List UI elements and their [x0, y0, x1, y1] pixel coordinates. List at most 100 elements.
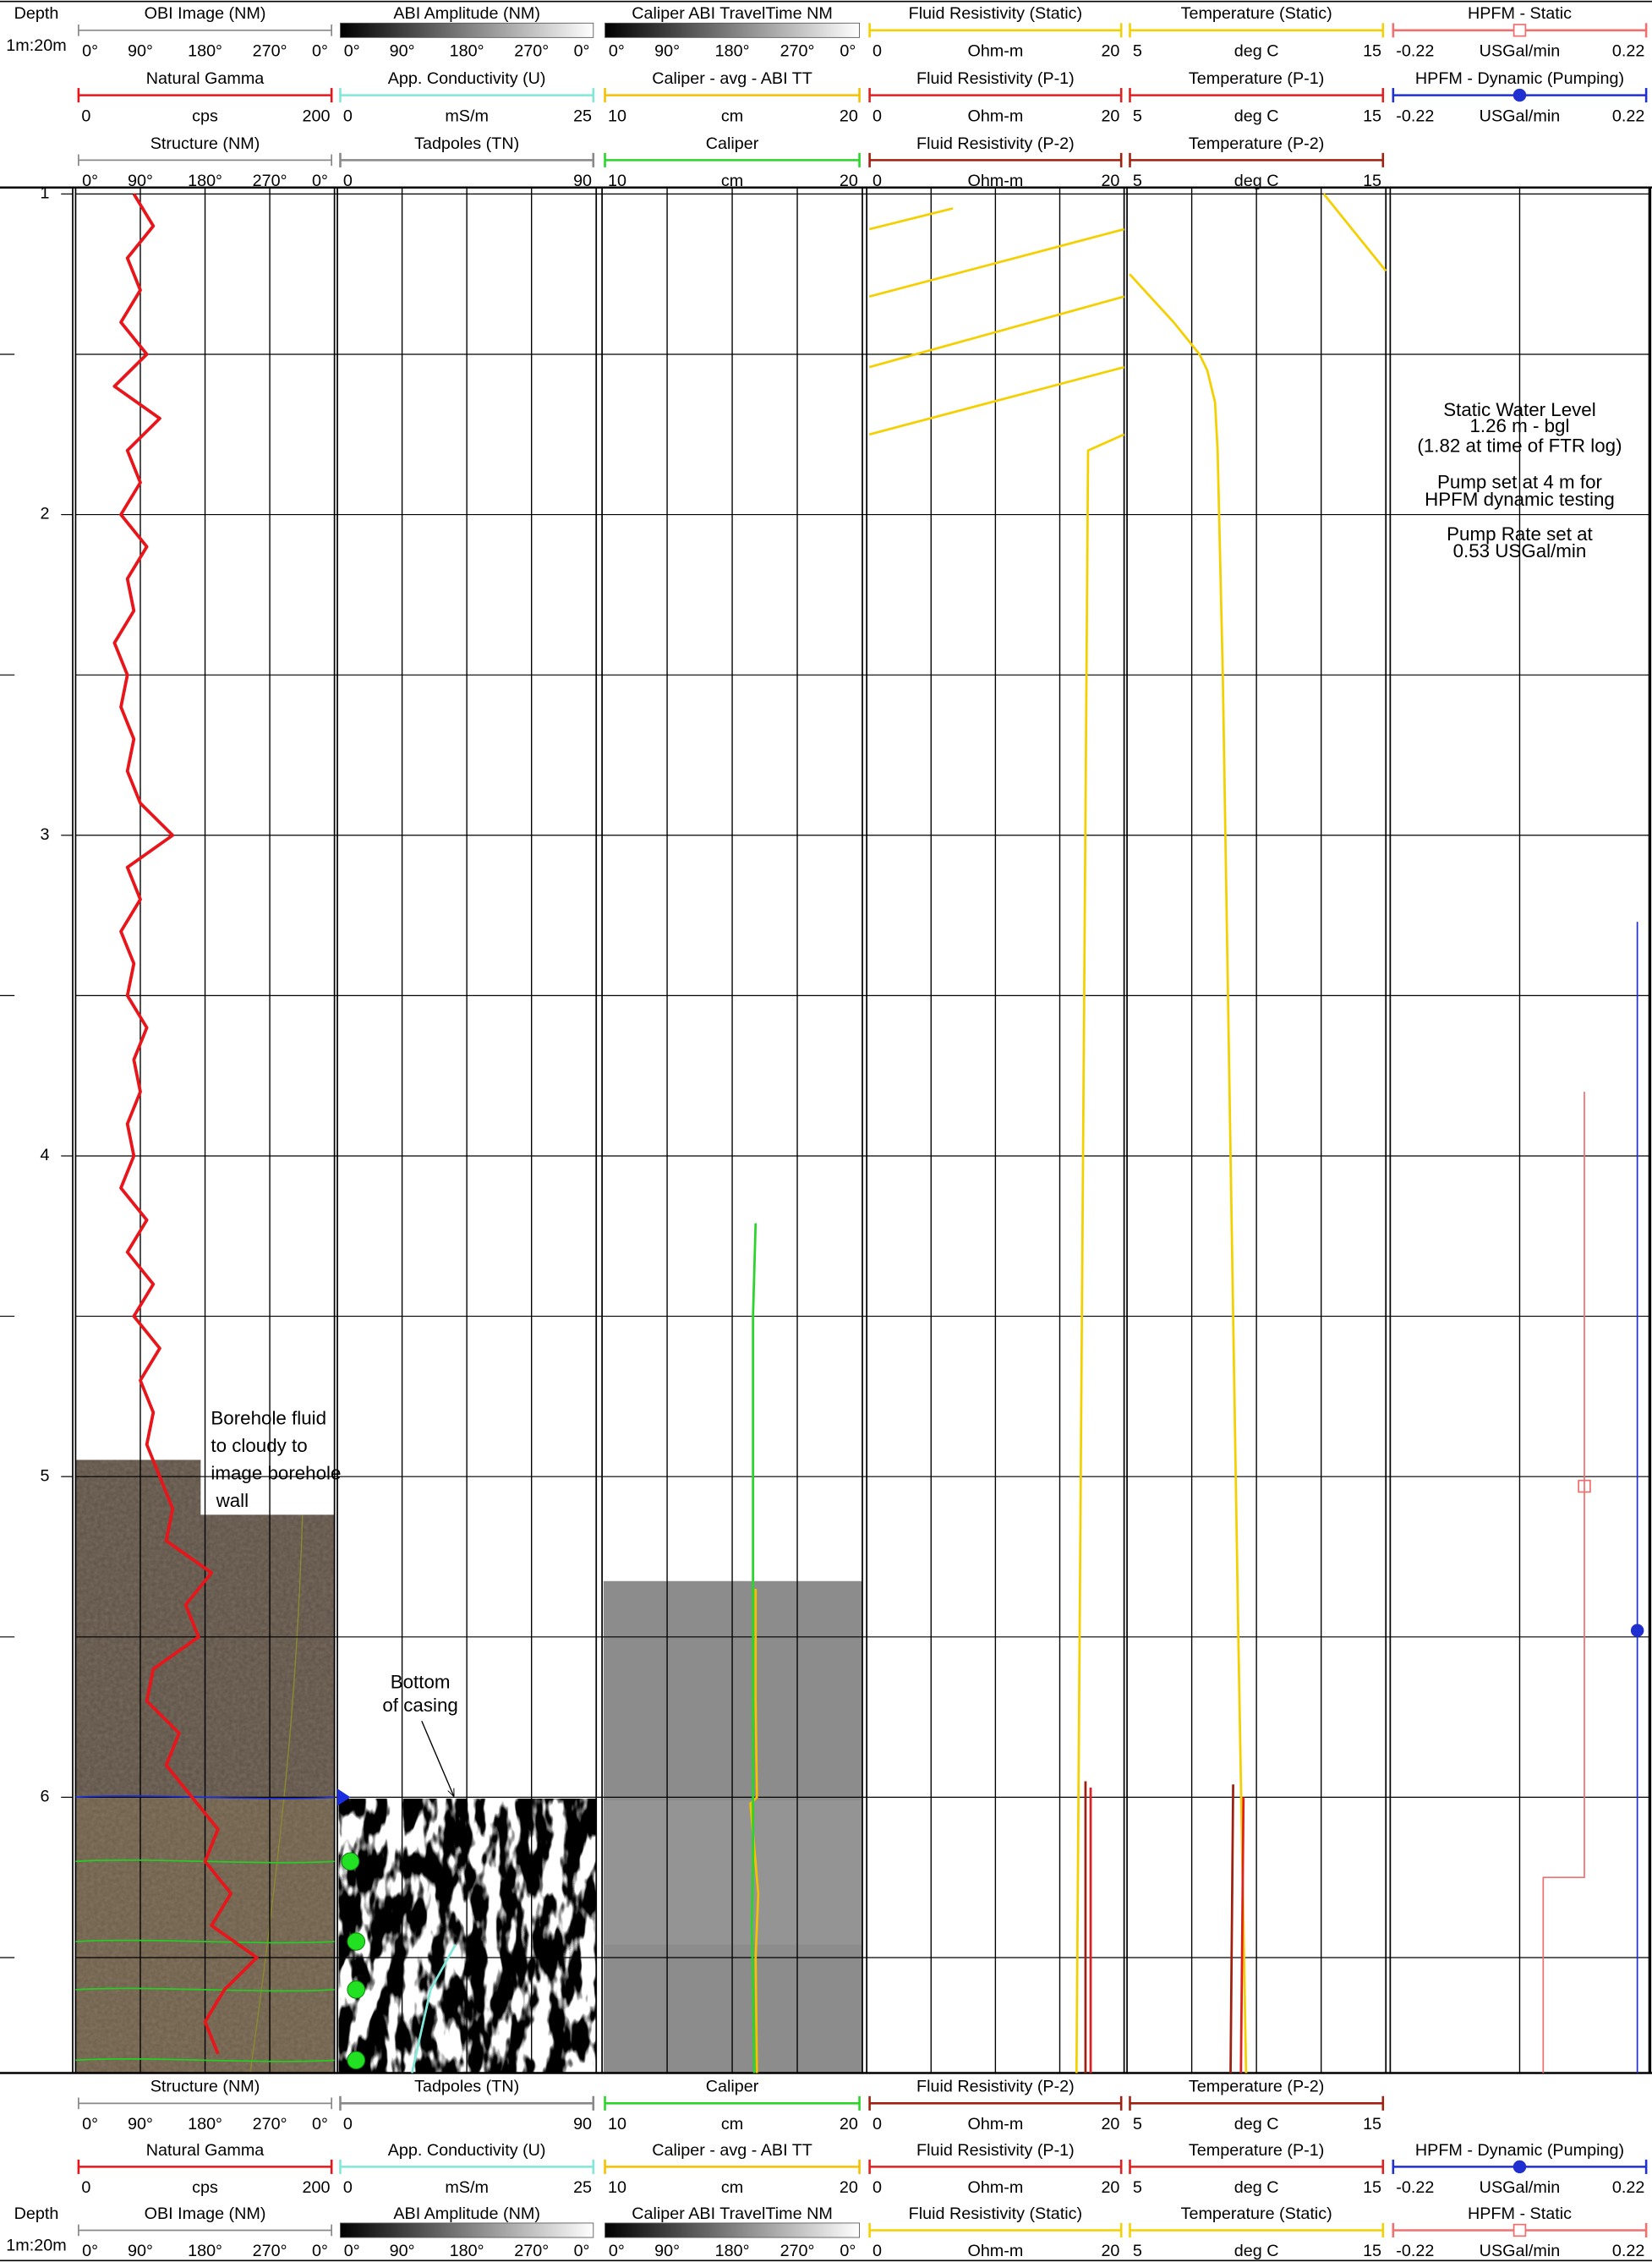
- scale-bar: [604, 22, 860, 38]
- scale-label: 0°: [312, 2242, 328, 2260]
- curve-name: Fluid Resistivity (Static): [909, 2204, 1082, 2223]
- structure-pick: [75, 1939, 335, 1944]
- scale-label: 0°: [82, 42, 98, 61]
- scale-max: 20: [840, 2115, 858, 2133]
- log-curve: [868, 207, 1125, 2073]
- scale-max: 15: [1363, 2115, 1381, 2133]
- hpfm-point: [1578, 1479, 1591, 1493]
- tadpole: [341, 1852, 360, 1870]
- scale-min: 10: [608, 2178, 626, 2197]
- scale-label: 0°: [840, 2242, 856, 2260]
- scale-label: 0°: [82, 172, 98, 190]
- scale-unit: cm: [721, 2115, 743, 2133]
- scale-label: 270°: [780, 2242, 815, 2260]
- scale-label: 90°: [128, 42, 153, 61]
- log-curve: [1129, 193, 1387, 2073]
- scale-unit: cm: [721, 107, 743, 125]
- scale-unit: USGal/min: [1480, 2178, 1561, 2197]
- annotation: Bottom: [391, 1672, 451, 1693]
- scale-min: -0.22: [1396, 2178, 1434, 2197]
- obi-feature: [249, 1514, 304, 2073]
- depth-scale: 1m:20m: [6, 36, 66, 55]
- annotation: Borehole fluid: [211, 1408, 326, 1429]
- scale-label: 0°: [574, 2242, 590, 2260]
- scale-min: 0: [872, 2242, 882, 2260]
- depth-title: Depth: [14, 2204, 59, 2223]
- scale-unit: USGal/min: [1480, 107, 1561, 125]
- scale-unit: cm: [721, 2178, 743, 2197]
- scale-max: 20: [840, 2178, 858, 2197]
- scale-max: 15: [1363, 2242, 1381, 2260]
- caliper-tt-image-band: [603, 1800, 863, 1945]
- scale-min: 5: [1133, 42, 1142, 61]
- curve-name: OBI Image (NM): [145, 2204, 266, 2223]
- scale-label: 90°: [654, 2242, 680, 2260]
- scale-min: 5: [1133, 2115, 1142, 2133]
- scale-max: 0.22: [1612, 2242, 1644, 2260]
- scale-label: 0°: [344, 2242, 360, 2260]
- scale-label: 0°: [312, 2115, 328, 2133]
- annotation: (1.82 at time of FTR log): [1417, 435, 1622, 457]
- curve-name: Tadpoles (TN): [414, 134, 519, 153]
- scale-label: 0°: [609, 2242, 625, 2260]
- scale-max: 90: [573, 2115, 592, 2133]
- scale-unit: cps: [192, 2178, 218, 2197]
- scale-max: 200: [302, 107, 330, 125]
- scale-label: 0°: [344, 42, 360, 61]
- scale-unit: USGal/min: [1480, 42, 1561, 61]
- annotation: 1.26 m - bgl: [1469, 415, 1569, 436]
- curve-name: Natural Gamma: [146, 2141, 265, 2160]
- scale-max: 25: [573, 2178, 592, 2197]
- scale-label: 0°: [574, 42, 590, 61]
- scale-max: 0.22: [1612, 2178, 1644, 2197]
- log-curve: [1229, 1784, 1234, 2073]
- scale-label: 0°: [82, 2115, 98, 2133]
- structure-pick: [75, 1987, 335, 1992]
- scale-unit: Ohm-m: [967, 42, 1023, 61]
- scale-max: 0.22: [1612, 107, 1644, 125]
- scale-label: 270°: [514, 2242, 549, 2260]
- scale-min: 0: [343, 2178, 353, 2197]
- curve-name: Caliper - avg - ABI TT: [652, 2141, 812, 2160]
- legend-marker: [1513, 24, 1527, 37]
- structure-pick: [75, 1795, 335, 1799]
- curve-name: Fluid Resistivity (P-2): [916, 134, 1075, 153]
- curve-name: Caliper: [706, 2078, 759, 2096]
- scale-max: 20: [1101, 2178, 1119, 2197]
- scale-label: 180°: [188, 42, 222, 61]
- annotation: Pump Rate set at: [1447, 523, 1593, 545]
- scale-max: 15: [1363, 107, 1381, 125]
- casing-arrow: [421, 1720, 454, 1796]
- scale-max: 20: [1101, 107, 1119, 125]
- annotation: wall: [211, 1490, 249, 1511]
- scale-min: 0: [872, 42, 882, 61]
- curve-name: ABI Amplitude (NM): [393, 2204, 540, 2223]
- scale-unit: mS/m: [445, 2178, 489, 2197]
- log-curve: [749, 1588, 760, 2073]
- scale-min: 0: [81, 107, 90, 125]
- scale-max: 0.22: [1612, 42, 1644, 61]
- scale-label: 90°: [390, 2242, 415, 2260]
- scale-label: 270°: [253, 172, 287, 190]
- scale-unit: Ohm-m: [967, 172, 1023, 190]
- log-curve: [112, 193, 259, 2055]
- annotation: image borehole: [211, 1462, 341, 1483]
- annotation: to cloudy to: [211, 1435, 307, 1456]
- annotation-box: [200, 1399, 379, 1515]
- scale-min: 10: [608, 2115, 626, 2133]
- log-curve: [1239, 1797, 1245, 2073]
- scale-min: 0: [343, 2115, 353, 2133]
- scale-min: 5: [1133, 2242, 1142, 2260]
- curve-name: Fluid Resistivity (P-1): [916, 2141, 1075, 2160]
- scale-label: 180°: [188, 2242, 222, 2260]
- curve-name: Caliper ABI TravelTime NM: [632, 2204, 833, 2223]
- curve-name: HPFM - Static: [1468, 4, 1572, 23]
- scale-label: 0°: [609, 42, 625, 61]
- scale-unit: Ohm-m: [967, 2178, 1023, 2197]
- scale-max: 20: [840, 172, 858, 190]
- curve-name: Caliper: [706, 134, 759, 153]
- scale-min: -0.22: [1396, 42, 1434, 61]
- scale-max: 20: [1101, 2115, 1119, 2133]
- curve-name: Temperature (Static): [1181, 2204, 1332, 2223]
